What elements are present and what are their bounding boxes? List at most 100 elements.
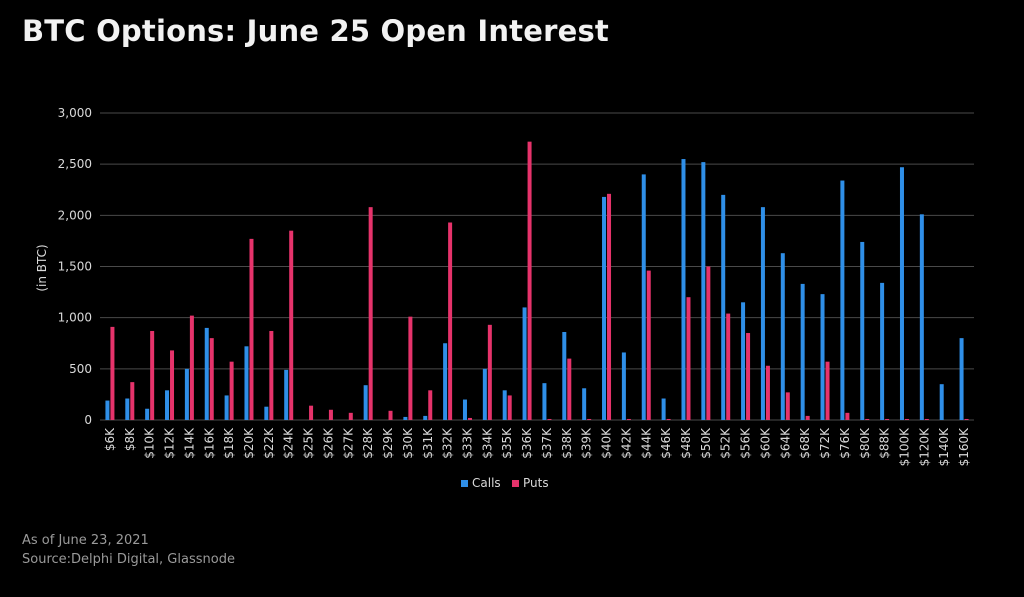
calls-bar: [522, 307, 527, 420]
y-tick-label: 2,500: [58, 157, 92, 171]
calls-bar: [840, 180, 845, 420]
puts-bar: [964, 418, 969, 420]
puts-bar: [150, 330, 155, 420]
x-tick-label: $46K: [659, 427, 673, 459]
puts-bar: [865, 418, 870, 420]
puts-bar: [269, 330, 274, 420]
puts-bar: [607, 193, 612, 420]
puts-bar: [130, 382, 135, 420]
calls-bar: [284, 369, 289, 420]
x-tick-label: $33K: [460, 427, 474, 459]
calls-bar: [105, 400, 110, 420]
chart-title: BTC Options: June 25 Open Interest: [22, 14, 609, 48]
calls-bar: [661, 398, 666, 420]
x-tick-label: $50K: [699, 427, 713, 459]
x-tick-label: $24K: [282, 427, 296, 459]
calls-bar: [562, 331, 567, 420]
calls-bar: [820, 294, 825, 420]
x-tick-label: $14K: [182, 427, 196, 459]
puts-bar: [229, 361, 234, 420]
x-tick-label: $52K: [719, 427, 733, 459]
x-tick-label: $68K: [798, 427, 812, 459]
puts-bar: [110, 326, 115, 420]
puts-bar: [587, 418, 592, 420]
x-tick-label: $29K: [381, 427, 395, 459]
puts-bar: [170, 350, 175, 420]
calls-bar: [899, 167, 904, 420]
puts-bar: [785, 392, 790, 420]
x-tick-label: $56K: [739, 427, 753, 459]
calls-bar: [681, 159, 686, 421]
x-tick-label: $36K: [520, 427, 534, 459]
x-tick-label: $40K: [600, 427, 614, 459]
puts-bar: [547, 418, 552, 420]
puts-bar: [388, 410, 393, 420]
puts-bar: [646, 270, 651, 420]
calls-bar: [939, 384, 944, 420]
calls-bar: [423, 415, 428, 420]
calls-bar: [780, 253, 785, 420]
puts-bar: [289, 230, 294, 420]
y-axis-label: (in BTC): [35, 244, 49, 291]
calls-bar: [641, 174, 646, 420]
calls-bar: [482, 368, 487, 420]
x-tick-label: $120K: [917, 427, 931, 467]
puts-bar: [626, 418, 631, 420]
x-tick-label: $25K: [302, 427, 316, 459]
calls-bar: [165, 390, 170, 420]
x-tick-label: $44K: [639, 427, 653, 459]
y-tick-label: 1,500: [58, 260, 92, 274]
calls-bar: [860, 241, 865, 420]
x-tick-label: $100K: [897, 427, 911, 467]
calls-bar: [125, 398, 130, 420]
legend-calls-swatch: [461, 480, 468, 487]
x-axis-ticks: $6K $8K $10K $12K $14K $16K $18K $20K $22K $24K $2…: [103, 427, 971, 467]
calls-bar: [721, 194, 726, 420]
x-tick-label: $37K: [540, 427, 554, 459]
footer-source: Source:Delphi Digital, Glassnode: [22, 552, 235, 567]
puts-bar: [428, 390, 433, 420]
calls-bar: [443, 343, 448, 420]
calls-bar: [462, 399, 467, 420]
y-tick-label: 500: [69, 362, 92, 376]
x-tick-label: $60K: [758, 427, 772, 459]
footer-as-of: As of June 23, 2021: [22, 533, 149, 548]
x-tick-label: $48K: [679, 427, 693, 459]
calls-bar: [204, 327, 209, 420]
x-tick-label: $16K: [202, 427, 216, 459]
puts-bar: [309, 405, 314, 420]
puts-bar: [249, 238, 254, 420]
y-tick-label: 3,000: [58, 106, 92, 120]
calls-bar: [224, 395, 229, 420]
puts-bar: [825, 361, 830, 420]
x-tick-label: $27K: [341, 427, 355, 459]
calls-bar: [184, 368, 189, 420]
x-tick-label: $35K: [500, 427, 514, 459]
bars: [105, 141, 969, 421]
puts-bar: [209, 338, 214, 420]
legend-puts-swatch: [512, 480, 519, 487]
calls-bar: [741, 302, 746, 420]
puts-bar: [448, 222, 453, 420]
calls-bar: [621, 352, 626, 420]
x-tick-label: $18K: [222, 427, 236, 459]
x-tick-label: $22K: [262, 427, 276, 459]
x-tick-label: $26K: [321, 427, 335, 459]
puts-bar: [845, 412, 850, 420]
puts-bar: [746, 333, 751, 420]
x-tick-label: $80K: [858, 427, 872, 459]
calls-bar: [145, 408, 150, 420]
puts-bar: [885, 418, 890, 420]
puts-bar: [507, 395, 512, 420]
calls-bar: [542, 383, 547, 420]
calls-bar: [582, 388, 587, 420]
legend-calls-label: Calls: [472, 476, 501, 490]
x-tick-label: $28K: [361, 427, 375, 459]
puts-bar: [189, 315, 194, 420]
calls-bar: [264, 406, 269, 420]
x-tick-label: $88K: [878, 427, 892, 459]
puts-bar: [666, 418, 671, 420]
x-tick-label: $20K: [242, 427, 256, 459]
puts-bar: [904, 418, 909, 420]
calls-bar: [959, 338, 964, 420]
